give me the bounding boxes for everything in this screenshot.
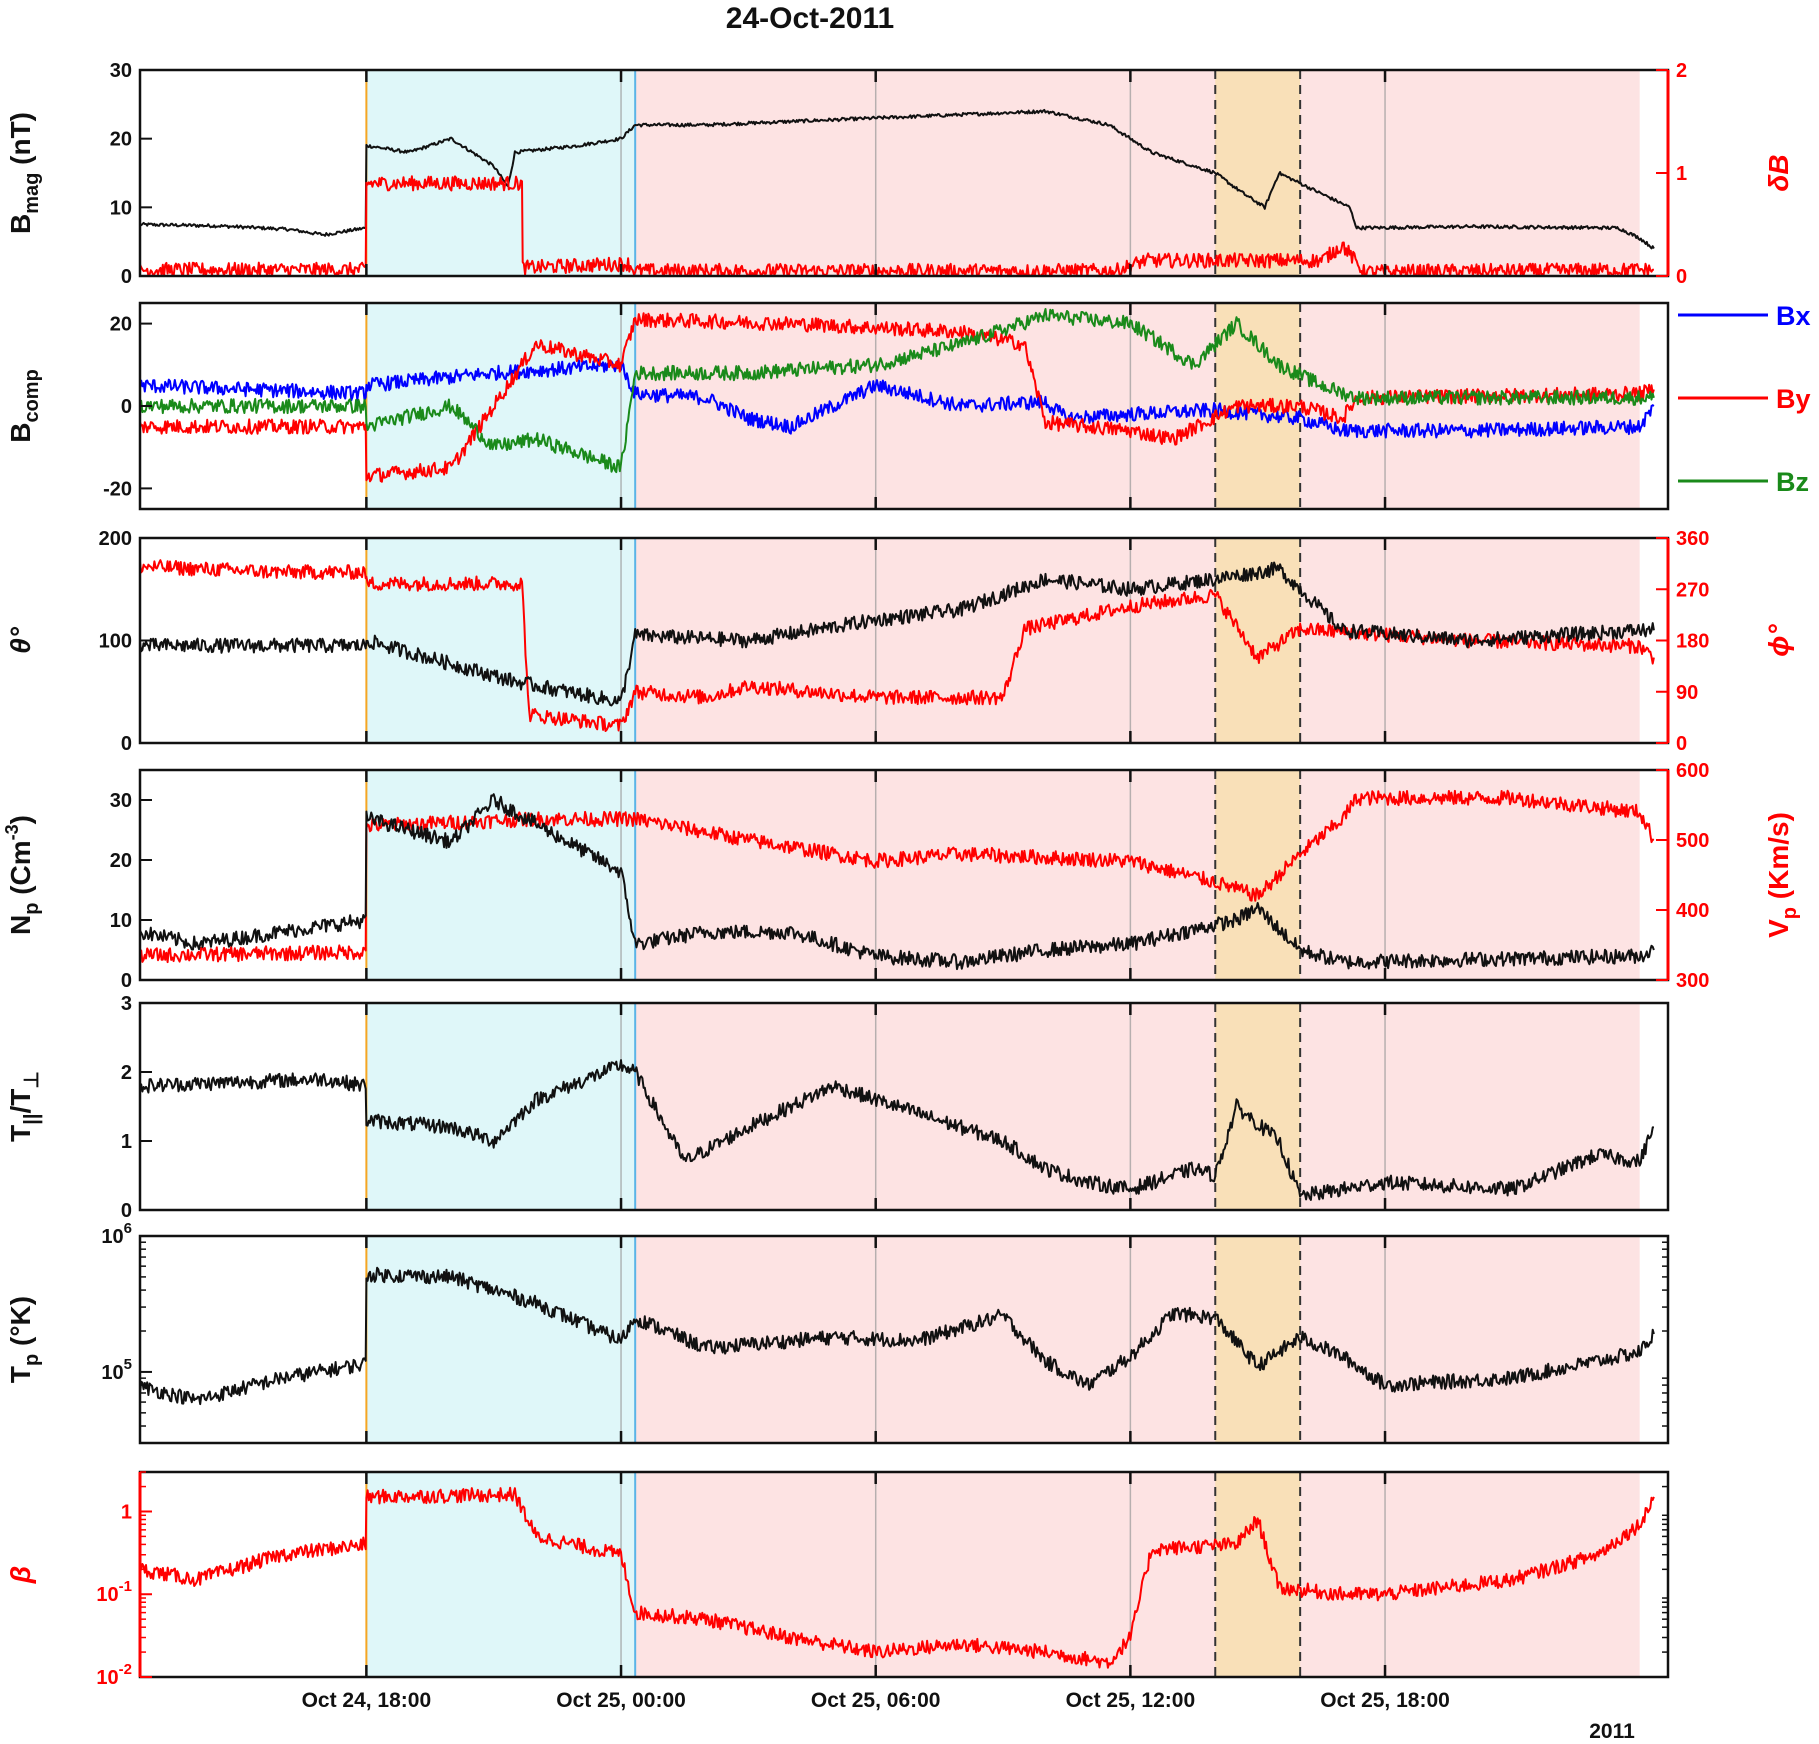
series-group [140, 108, 1655, 276]
panel-6: 105 106 Tp (°K) [5, 1220, 1670, 1445]
tick-label: 600 [1676, 760, 1709, 782]
region-cloud [635, 70, 1640, 276]
tick-label: 90 [1676, 682, 1698, 704]
right-axis-label: ϕ° [1763, 623, 1794, 656]
tick-label: 2 [1676, 60, 1687, 82]
tick-label: 0 [1676, 733, 1687, 755]
legend-label-Bx: Bx [1776, 301, 1811, 331]
tick-label: 1 [121, 1501, 132, 1523]
series-group [140, 789, 1655, 971]
panel-4: 0 10 20 30 300 400 500 600 Np (Cm-3) Vp (Km/s) [2, 760, 1801, 992]
left-axis-label: T||/T⊥ [5, 1071, 43, 1142]
tick-label: 10-2 [96, 1661, 132, 1689]
panel-2: -20 0 20 Bcomp Bx By Bz [5, 301, 1811, 511]
series-line-By [140, 312, 1655, 483]
time-tick-label: Oct 25, 18:00 [1320, 1689, 1450, 1712]
left-axis-label: θ° [5, 626, 36, 654]
time-axis-labels: Oct 24, 18:00 Oct 25, 00:00 Oct 25, 06:00 O… [302, 1689, 1450, 1712]
region-highlight [1215, 70, 1301, 276]
tick-label: 30 [110, 60, 132, 82]
series-line-0 [140, 1486, 1655, 1669]
series-line-1 [140, 561, 1655, 707]
tick-label: 1 [121, 1131, 132, 1153]
left-axis-label: Bcomp [5, 369, 43, 443]
series-line-Bx [140, 358, 1655, 439]
series-group [140, 308, 1655, 483]
series-group [140, 1266, 1655, 1406]
region-sheath [366, 1472, 636, 1677]
right-axis-label: Vp (Km/s) [1763, 812, 1801, 938]
region-cloud [635, 1236, 1640, 1443]
tick-label: 100 [99, 631, 132, 653]
tick-label: 10 [110, 910, 132, 932]
series-line-1 [140, 175, 1654, 276]
legend-label-Bz: Bz [1776, 467, 1809, 497]
tick-label: 0 [121, 266, 132, 288]
series-line-1 [140, 793, 1655, 971]
tick-label: 10-1 [96, 1578, 132, 1606]
region-sheath [366, 1003, 636, 1210]
region-highlight [1215, 770, 1301, 980]
region-cloud [635, 1472, 1640, 1677]
tick-label: 0 [1676, 266, 1687, 288]
tick-label: 0 [121, 1200, 132, 1222]
left-axis-label: Np (Cm-3) [2, 815, 43, 935]
figure-title: 24-Oct-2011 [726, 2, 894, 35]
tick-label: 200 [99, 528, 132, 550]
tick-label: 360 [1676, 528, 1709, 550]
tick-label: 180 [1676, 631, 1709, 653]
panel-1: 0 10 20 30 0 1 2 Bmag (nT) δB [5, 60, 1794, 288]
time-tick-label: Oct 25, 06:00 [811, 1689, 941, 1712]
legend-label-By: By [1776, 384, 1811, 414]
series-line-Bz [140, 308, 1655, 474]
series-line-0 [140, 1266, 1655, 1406]
panel-3: 0 100 200 0 90 180 270 360 θ° ϕ° [5, 528, 1794, 755]
series-line-0 [140, 108, 1655, 250]
left-axis-label: β [5, 1566, 36, 1584]
region-highlight [1215, 1003, 1301, 1210]
right-axis-label: δB [1763, 154, 1794, 191]
region-highlight [1215, 1236, 1301, 1443]
series-line-0 [140, 1059, 1655, 1201]
tick-label: 1 [1676, 163, 1687, 185]
tick-label: 2 [121, 1062, 132, 1084]
tick-label: 300 [1676, 970, 1709, 992]
tick-label: 270 [1676, 579, 1709, 601]
year-label: 2011 [1589, 1720, 1635, 1743]
tick-label: 20 [110, 850, 132, 872]
panel-7: 10-2 10-1 1 β [5, 1470, 1670, 1689]
region-sheath [366, 538, 636, 743]
panel-frame [138, 1001, 1670, 1212]
tick-label: 106 [101, 1220, 132, 1248]
region-sheath [366, 770, 636, 980]
tick-label: 400 [1676, 900, 1709, 922]
region-sheath [366, 1236, 636, 1443]
series-group [140, 559, 1655, 732]
time-tick-label: Oct 24, 18:00 [302, 1689, 432, 1712]
left-axis-label: Tp (°K) [5, 1296, 43, 1383]
tick-label: 0 [121, 733, 132, 755]
tick-label: 30 [110, 790, 132, 812]
time-tick-label: Oct 25, 12:00 [1066, 1689, 1196, 1712]
panel-frame [138, 1234, 1670, 1445]
panel-5: 0 1 2 3 T||/T⊥ [5, 993, 1670, 1222]
region-highlight [1215, 1472, 1301, 1677]
time-tick-label: Oct 25, 00:00 [556, 1689, 686, 1712]
tick-label: 0 [121, 970, 132, 992]
series-group [140, 1059, 1655, 1201]
tick-label: 105 [101, 1356, 132, 1384]
tick-label: 0 [121, 396, 132, 418]
region-sheath [366, 70, 636, 276]
region-cloud [635, 303, 1640, 509]
tick-label: -20 [103, 478, 132, 500]
tick-label: 500 [1676, 830, 1709, 852]
left-axis-label: Bmag (nT) [5, 112, 43, 234]
tick-label: 20 [110, 129, 132, 151]
series-group [140, 1486, 1655, 1669]
tick-label: 3 [121, 993, 132, 1015]
tick-label: 10 [110, 197, 132, 219]
tick-label: 20 [110, 314, 132, 336]
